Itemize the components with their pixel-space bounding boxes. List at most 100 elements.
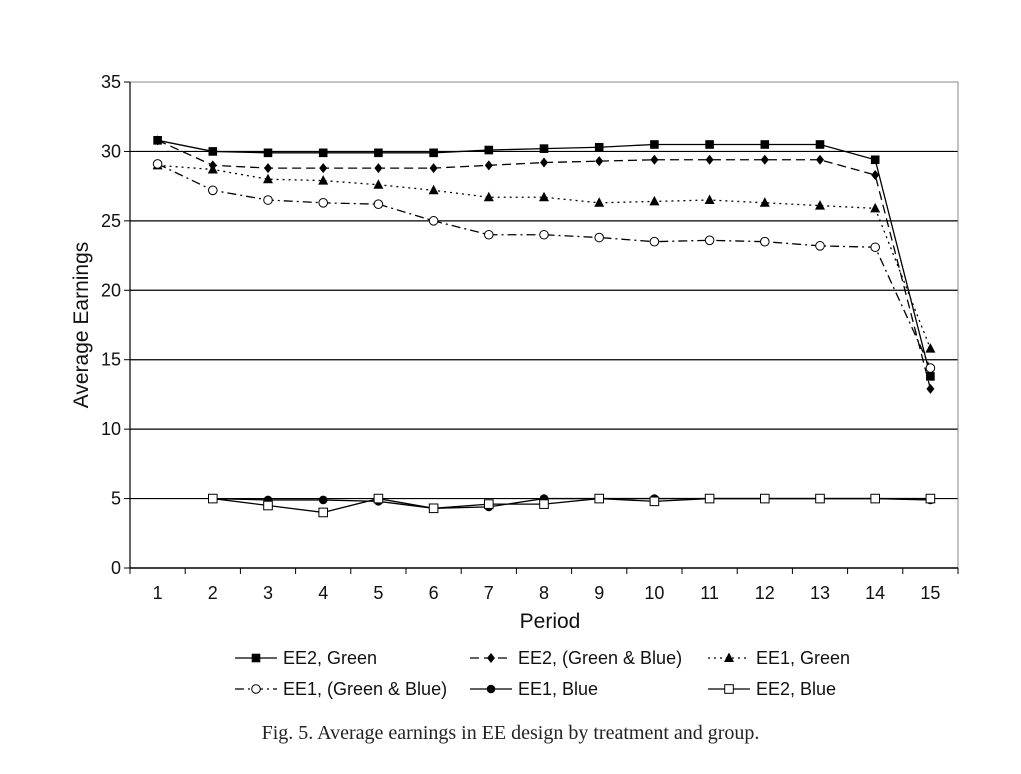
data-point <box>649 236 660 247</box>
legend-label: EE1, Green <box>756 648 850 668</box>
data-point <box>760 493 770 504</box>
y-tick-label: 20 <box>101 280 121 300</box>
data-point <box>153 135 162 146</box>
legend-item: EE1, Blue <box>470 679 598 699</box>
x-tick-label: 8 <box>539 583 549 603</box>
legend-label: EE1, Blue <box>518 679 598 699</box>
series-1 <box>153 136 935 381</box>
y-tick-label: 30 <box>101 141 121 161</box>
series-6 <box>208 493 936 518</box>
x-tick-label: 14 <box>865 583 885 603</box>
x-tick-label: 7 <box>484 583 494 603</box>
data-point <box>540 157 548 168</box>
x-axis-label: Period <box>520 610 581 633</box>
legend-marker <box>724 652 734 662</box>
data-point <box>374 163 383 174</box>
data-point <box>870 242 881 253</box>
data-point <box>263 195 273 205</box>
data-point <box>484 229 494 240</box>
x-tick-label: 5 <box>373 583 383 603</box>
series-2 <box>153 135 935 394</box>
data-point <box>429 163 438 174</box>
data-point <box>373 493 384 504</box>
data-point <box>539 144 549 153</box>
x-tick-label: 9 <box>594 583 604 603</box>
data-point <box>263 173 273 184</box>
series-line <box>157 163 931 369</box>
data-point <box>704 194 715 205</box>
data-point <box>815 200 825 210</box>
x-tick-label: 1 <box>153 583 163 603</box>
x-tick-label: 6 <box>429 583 439 603</box>
data-point <box>594 142 604 152</box>
legend-item: EE1, (Green & Blue) <box>235 679 447 699</box>
data-point <box>871 170 880 181</box>
legend-label: EE1, (Green & Blue) <box>283 679 447 699</box>
data-point <box>815 493 825 504</box>
data-point <box>152 159 163 169</box>
data-point <box>760 236 770 247</box>
data-point <box>483 191 494 202</box>
y-tick-label: 15 <box>101 350 121 370</box>
figure-caption: Fig. 5. Average earnings in EE design by… <box>261 722 760 744</box>
data-point <box>428 503 439 514</box>
data-point <box>925 343 936 353</box>
data-point <box>264 163 272 174</box>
legend-label: EE2, Blue <box>756 679 836 699</box>
data-point <box>925 363 936 373</box>
data-point <box>815 241 825 251</box>
data-point <box>594 493 605 504</box>
y-tick-label: 35 <box>101 72 121 92</box>
series-3 <box>152 159 936 353</box>
data-point <box>925 493 936 504</box>
data-point <box>318 495 328 505</box>
data-point <box>263 148 273 158</box>
data-point <box>649 195 660 206</box>
data-point <box>318 198 329 208</box>
legend-marker <box>251 684 261 694</box>
data-point <box>484 499 494 509</box>
data-point <box>484 160 493 171</box>
data-point <box>704 235 715 246</box>
y-axis-label: Average Earnings <box>70 242 93 409</box>
legend-marker <box>251 653 261 663</box>
legend-item: EE2, Blue <box>708 679 836 699</box>
data-point <box>649 496 660 507</box>
y-tick-label: 5 <box>111 489 121 509</box>
series-group <box>152 135 936 518</box>
data-point <box>539 499 549 509</box>
data-point <box>208 147 218 156</box>
data-point <box>594 197 605 207</box>
series-5 <box>208 494 935 513</box>
data-point <box>374 148 383 158</box>
legend: EE2, Green EE2, (Green & Blue) EE1, Green E… <box>235 648 850 699</box>
y-tick-label: 25 <box>101 211 121 231</box>
data-point <box>263 500 273 511</box>
data-point <box>595 156 604 167</box>
data-point <box>650 140 659 149</box>
legend-marker <box>487 653 495 663</box>
data-point <box>318 175 329 185</box>
x-tick-label: 12 <box>755 583 775 603</box>
legend-label: EE2, Green <box>283 648 377 668</box>
data-point <box>373 179 384 189</box>
data-point <box>318 507 328 518</box>
legend-marker <box>724 684 734 694</box>
data-point <box>373 199 384 209</box>
data-point <box>484 145 494 155</box>
data-point <box>208 185 218 196</box>
series-4 <box>152 159 936 373</box>
data-point <box>429 148 438 158</box>
data-point <box>870 493 881 504</box>
data-point <box>705 140 714 149</box>
x-tick-label: 3 <box>263 583 273 603</box>
x-tick-label: 4 <box>318 583 328 603</box>
y-tick-label: 10 <box>101 419 121 439</box>
legend-item: EE2, (Green & Blue) <box>470 648 682 668</box>
legend-label: EE2, (Green & Blue) <box>518 648 682 668</box>
data-point <box>926 372 935 381</box>
x-tick-label: 11 <box>700 583 719 603</box>
data-point <box>870 155 880 165</box>
